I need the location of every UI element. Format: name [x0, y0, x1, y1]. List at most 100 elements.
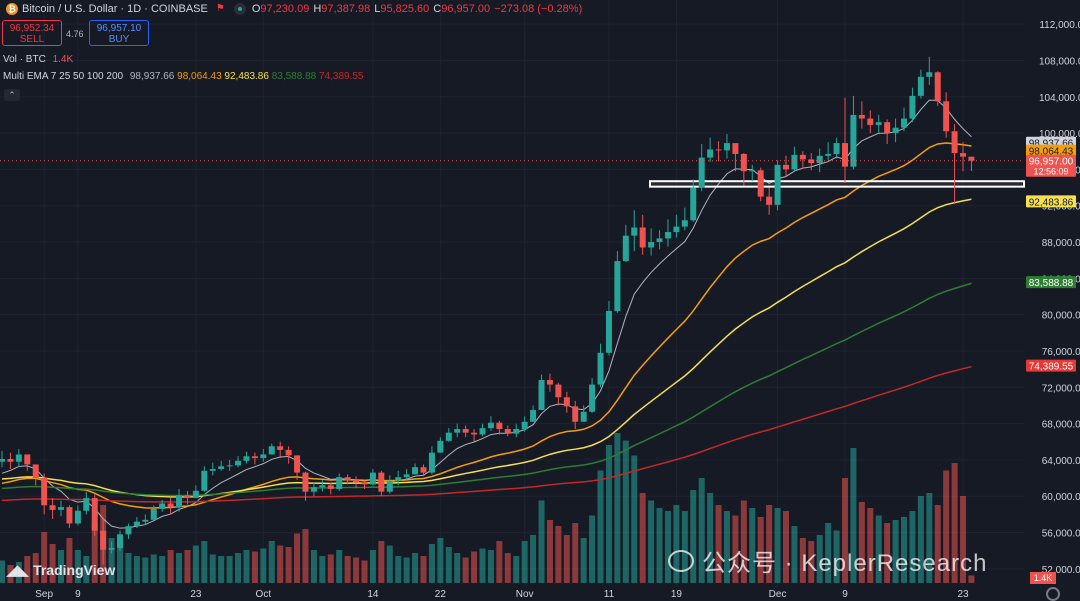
volume-bar: [235, 553, 242, 583]
candle-body: [631, 227, 638, 236]
y-tick-label: 52,000.00: [1042, 565, 1080, 576]
volume-bar: [639, 493, 646, 583]
volume-bar: [723, 511, 730, 583]
volume-bar: [656, 508, 663, 583]
sell-price: 96,952.34: [9, 23, 55, 34]
volume-bar: [917, 496, 924, 583]
candle-body: [580, 411, 587, 422]
candle-body: [808, 159, 815, 164]
candle-body: [437, 440, 444, 453]
volume-bar: [285, 547, 292, 583]
candle-body: [774, 164, 781, 205]
candle-body: [353, 479, 360, 483]
volume-bar: [867, 508, 874, 583]
candle-body: [934, 72, 941, 102]
candle-body: [428, 452, 435, 473]
volume-bar: [66, 538, 73, 583]
candle-body: [681, 220, 688, 227]
symbol-title[interactable]: Bitcoin / U.S. Dollar · 1D · COINBASE: [22, 3, 208, 15]
candle-body: [142, 519, 149, 522]
candle-body: [369, 472, 376, 485]
candle-body: [530, 409, 537, 422]
candle-body: [125, 526, 132, 535]
volume-bar: [462, 557, 469, 583]
market-status-icon[interactable]: [233, 3, 246, 15]
volume-bar: [901, 517, 908, 583]
candle-body: [108, 547, 115, 550]
spread-value: 4.76: [66, 29, 84, 39]
volume-bar: [774, 508, 781, 583]
candle-body: [243, 456, 250, 461]
volume-bar: [875, 515, 882, 583]
collapse-legend-button[interactable]: ⌃: [4, 89, 20, 101]
volume-bar: [74, 550, 81, 583]
candle-body: [572, 406, 579, 422]
ema-legend[interactable]: Multi EMA 7 25 50 100 200 98,937.66 98,0…: [3, 71, 363, 82]
y-tick-label: 72,000.00: [1042, 383, 1080, 394]
ema-line-200: [1, 365, 972, 503]
candle-body: [319, 485, 326, 488]
volume-bar: [850, 448, 857, 583]
candle-body: [833, 143, 840, 154]
candle-body: [327, 485, 334, 489]
volume-bar: [934, 505, 941, 583]
candle-body: [378, 472, 385, 492]
ema-line-7: [1, 99, 972, 529]
volume-bar: [395, 556, 402, 583]
volume-bar: [690, 490, 697, 583]
volume-bar: [184, 550, 191, 583]
volume-bar: [504, 553, 511, 583]
gear-icon[interactable]: [1046, 587, 1060, 601]
volume-bar: [648, 500, 655, 583]
open-value: 97,230.09: [260, 3, 310, 15]
volume-bar: [572, 523, 579, 583]
volume-bar: [884, 523, 891, 583]
candle-body: [791, 154, 798, 170]
volume-bar: [294, 533, 301, 583]
ema7-price-badge: 98,937.66: [1029, 139, 1074, 150]
flag-icon[interactable]: ⚑: [215, 3, 225, 14]
volume-bar: [41, 532, 48, 583]
volume-bar: [833, 530, 840, 583]
volume-bar: [521, 541, 528, 583]
volume-bar: [403, 557, 410, 583]
candle-body: [926, 72, 933, 77]
candle-body: [7, 458, 14, 462]
volume-bar: [538, 500, 545, 583]
volume-bar: [589, 515, 596, 583]
candle-body: [892, 127, 899, 134]
volume-bar: [496, 541, 503, 583]
candle-body: [150, 508, 157, 520]
volume-bar: [555, 526, 562, 583]
candle-body: [176, 495, 183, 508]
volume-legend[interactable]: Vol · BTC 1.4K: [3, 54, 73, 65]
volume-bar: [799, 538, 806, 583]
volume-bar: [437, 538, 444, 583]
volume-bar: [681, 511, 688, 583]
y-tick-label: 112,000.00: [1039, 20, 1080, 31]
volume-bar: [968, 575, 975, 583]
volume-bar: [251, 551, 258, 583]
candle-body: [471, 432, 478, 435]
y-tick-label: 60,000.00: [1042, 492, 1080, 503]
candle-body: [310, 487, 317, 492]
volume-bar: [926, 493, 933, 583]
candle-body: [412, 467, 419, 475]
volume-bar: [336, 550, 343, 583]
change-value: −273.08 (−0.28%): [494, 3, 583, 15]
ema25-legend-value: 98,064.43: [177, 71, 222, 82]
candle-body: [749, 170, 756, 172]
volume-bar: [0, 560, 5, 583]
candle-body: [167, 503, 174, 508]
y-tick-label: 88,000.00: [1042, 238, 1080, 249]
candle-body: [0, 458, 5, 462]
buy-button[interactable]: 96,957.10 BUY: [89, 20, 149, 46]
volume-bar: [808, 541, 815, 583]
ema50-legend-value: 92,483.86: [224, 71, 269, 82]
chart-header: ₿ Bitcoin / U.S. Dollar · 1D · COINBASE …: [6, 3, 586, 15]
volume-bar: [580, 538, 587, 583]
volume-bar: [766, 505, 773, 583]
volume-bar: [487, 550, 494, 583]
sell-button[interactable]: 96,952.34 SELL: [2, 20, 62, 46]
